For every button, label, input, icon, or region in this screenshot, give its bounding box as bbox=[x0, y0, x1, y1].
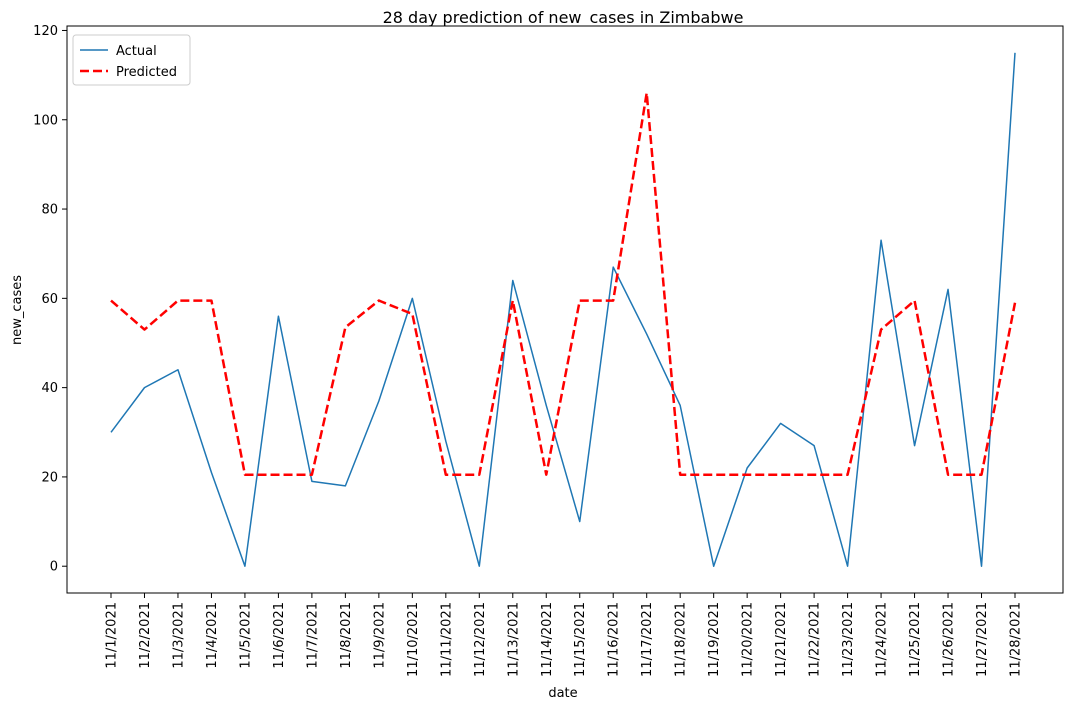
x-tick-label-23: 11/23/2021 bbox=[841, 602, 856, 677]
legend: Actual Predicted bbox=[72, 34, 191, 86]
x-tick-label-19: 11/19/2021 bbox=[707, 602, 722, 677]
x-axis: 11/1/2021 11/2/2021 11/3/2021 11/4/2021 11/5… bbox=[105, 593, 1024, 677]
x-axis-label: date bbox=[548, 686, 577, 701]
x-tick-label-22: 11/22/2021 bbox=[808, 602, 823, 677]
y-tick-label-40: 40 bbox=[41, 381, 58, 396]
x-tick-label-5: 11/5/2021 bbox=[238, 602, 253, 669]
x-tick-label-3: 11/3/2021 bbox=[171, 602, 186, 669]
x-tick-label-25: 11/25/2021 bbox=[908, 602, 923, 677]
y-axis: 0 20 40 60 80 100 120 bbox=[33, 24, 67, 575]
x-tick-label-21: 11/21/2021 bbox=[774, 602, 789, 677]
series-line-actual bbox=[110, 52, 1016, 567]
x-tick-label-26: 11/26/2021 bbox=[942, 602, 957, 677]
y-axis-label: new_cases bbox=[10, 275, 25, 345]
x-tick-label-18: 11/18/2021 bbox=[674, 602, 689, 677]
x-tick-label-16: 11/16/2021 bbox=[607, 602, 622, 677]
x-tick-label-10: 11/10/2021 bbox=[406, 602, 421, 677]
legend-label-predicted: Predicted bbox=[116, 65, 177, 80]
y-tick-label-0: 0 bbox=[50, 560, 58, 575]
y-tick-label-100: 100 bbox=[33, 113, 58, 128]
y-tick-label-20: 20 bbox=[41, 470, 58, 485]
chart-title: 28 day prediction of new_cases in Zimbab… bbox=[383, 8, 744, 28]
series-layer bbox=[110, 52, 1017, 567]
x-tick-label-28: 11/28/2021 bbox=[1009, 602, 1024, 677]
x-tick-label-7: 11/7/2021 bbox=[305, 602, 320, 669]
x-tick-label-24: 11/24/2021 bbox=[875, 602, 890, 677]
x-tick-label-13: 11/13/2021 bbox=[506, 602, 521, 677]
plot-background bbox=[67, 26, 1063, 593]
y-tick-label-120: 120 bbox=[33, 24, 58, 39]
series-line-predicted bbox=[110, 91, 1017, 476]
legend-label-actual: Actual bbox=[116, 44, 157, 59]
x-tick-label-11: 11/11/2021 bbox=[439, 602, 454, 677]
x-tick-label-4: 11/4/2021 bbox=[205, 602, 220, 669]
plot-frame bbox=[66, 25, 1064, 594]
x-tick-label-1: 11/1/2021 bbox=[105, 602, 120, 669]
y-tick-label-60: 60 bbox=[41, 292, 58, 307]
x-tick-label-14: 11/14/2021 bbox=[540, 602, 555, 677]
plot-area bbox=[66, 25, 1064, 594]
x-tick-label-2: 11/2/2021 bbox=[138, 602, 153, 669]
x-tick-label-15: 11/15/2021 bbox=[573, 602, 588, 677]
x-tick-label-9: 11/9/2021 bbox=[372, 602, 387, 669]
x-tick-label-20: 11/20/2021 bbox=[741, 602, 756, 677]
x-tick-label-8: 11/8/2021 bbox=[339, 602, 354, 669]
x-tick-label-17: 11/17/2021 bbox=[640, 602, 655, 677]
x-tick-label-6: 11/6/2021 bbox=[272, 602, 287, 669]
x-tick-label-12: 11/12/2021 bbox=[473, 602, 488, 677]
legend-box bbox=[72, 34, 191, 86]
x-tick-label-27: 11/27/2021 bbox=[975, 602, 990, 677]
y-tick-label-80: 80 bbox=[41, 203, 58, 218]
